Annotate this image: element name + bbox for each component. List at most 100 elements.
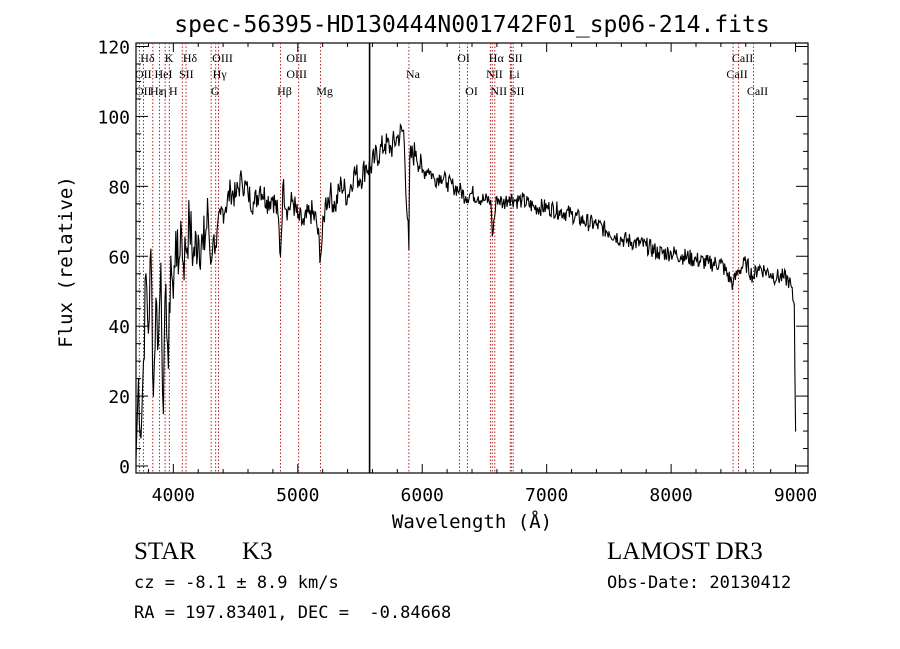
spectrum-point (374, 157, 376, 159)
spectrum-point (282, 185, 284, 187)
spectrum-point (319, 255, 322, 257)
x-tick-label: 5000 (276, 485, 319, 506)
spectrum-point (353, 171, 355, 173)
spectrum-point (458, 189, 461, 191)
marker-label: Hβ (277, 84, 292, 98)
spectrum-point (202, 248, 204, 250)
spectrum-point (415, 150, 417, 152)
spectrum-point (162, 412, 164, 415)
spectrum-point (160, 262, 162, 264)
marker-label: G (211, 84, 220, 98)
spectrum-point (225, 206, 227, 208)
spectrum-chart: spec-56395-HD130444N001742F01_sp06-214.f… (55, 12, 817, 533)
spectrum-point (793, 304, 795, 306)
y-tick-label: 120 (97, 37, 130, 58)
spectrum-point (440, 175, 442, 177)
spectrum-point (408, 248, 410, 250)
marker-label: Hδ (140, 51, 155, 65)
spectrum-point (633, 241, 635, 243)
marker-label: CaII (726, 67, 747, 81)
spectral-line-markers (138, 43, 754, 473)
spectrum-point (752, 276, 755, 278)
marker-label: SII (508, 51, 523, 65)
marker-label: OI (457, 51, 470, 65)
y-tick-label: 0 (119, 457, 130, 478)
marker-label: Hδ (183, 51, 198, 65)
spectrum-point (180, 220, 182, 222)
y-tick-label: 100 (97, 107, 130, 128)
spectrum-point (157, 343, 159, 345)
spectrum-point (287, 210, 289, 212)
y-axis-label: Flux (relative) (55, 176, 77, 348)
spectrum-point (707, 262, 710, 264)
spectrum-point (732, 283, 734, 285)
y-tick-label: 60 (108, 247, 130, 268)
spectrum-point (247, 192, 249, 194)
spectrum-point (745, 262, 747, 264)
axis-ticks: 4000 5000 6000 7000 8000 9000 0 20 40 60 80 100 120 (97, 37, 817, 506)
spectrum-point (340, 182, 342, 184)
spectrum-point (608, 231, 610, 233)
spectrum-point (346, 196, 349, 198)
spectrum-point (737, 269, 740, 271)
x-tick-label: 9000 (774, 485, 817, 506)
object-subclass: K3 (242, 538, 273, 565)
spectrum-point (491, 234, 493, 236)
y-tick-label: 80 (108, 177, 130, 198)
spectrum-point (145, 273, 147, 275)
spectrum-point (770, 273, 772, 275)
marker-label: NII (490, 84, 507, 98)
spectrum-point (212, 238, 214, 240)
spectrum-point (496, 196, 498, 198)
spectrum-line (135, 122, 797, 460)
spectrum-point (782, 276, 784, 278)
spectrum-point (776, 276, 778, 278)
spectrum-point (266, 199, 268, 201)
spectrum-point (521, 199, 523, 201)
spectrum-point (421, 171, 423, 173)
marker-label: OI (465, 84, 478, 98)
spectrum-point (207, 213, 209, 215)
marker-label: Hε (150, 84, 164, 98)
spectrum-point (142, 360, 145, 362)
spectrum-point (558, 210, 560, 212)
spectrum-point (150, 248, 152, 250)
spectrum-point (546, 206, 548, 208)
marker-label: η (160, 84, 166, 98)
spectrum-point (215, 245, 217, 247)
y-tick-label: 40 (108, 317, 130, 338)
spectrum-point (259, 185, 262, 187)
x-tick-label: 6000 (401, 485, 444, 506)
marker-label: Na (406, 67, 421, 81)
spectrum-point (434, 178, 436, 180)
chart-title: spec-56395-HD130444N001742F01_sp06-214.f… (174, 12, 769, 38)
spectrum-point (658, 252, 660, 254)
spectrum-point (508, 196, 510, 198)
spectrum-point (241, 178, 243, 180)
spectrum-point (483, 199, 486, 201)
spectrum-point (794, 430, 797, 432)
spectrum-point (324, 203, 326, 205)
radial-velocity: cz = -8.1 ± 8.9 km/s (134, 573, 339, 593)
spectrum-point (175, 231, 177, 233)
spectrum-point (570, 213, 573, 215)
spectrum-point (277, 213, 279, 215)
marker-label: CaII (732, 51, 753, 65)
spectrum-point (788, 280, 790, 282)
spectrum-point (514, 199, 517, 201)
spectrum-point (446, 182, 448, 184)
spectrum-point (427, 168, 430, 170)
spectrum-point (152, 395, 155, 397)
spectrum-point (297, 217, 299, 219)
spectrum-point (155, 297, 157, 299)
spectrum-point (763, 269, 766, 271)
spectrum-point (359, 178, 361, 180)
object-class: STAR (134, 538, 196, 565)
spectrum-point (303, 224, 305, 226)
spectrum-point (167, 367, 169, 369)
marker-label: SII (179, 67, 194, 81)
spectrum-series (135, 122, 797, 460)
marker-label: K (165, 51, 174, 65)
marker-label: OII (135, 67, 152, 81)
spectrum-point (334, 206, 336, 208)
